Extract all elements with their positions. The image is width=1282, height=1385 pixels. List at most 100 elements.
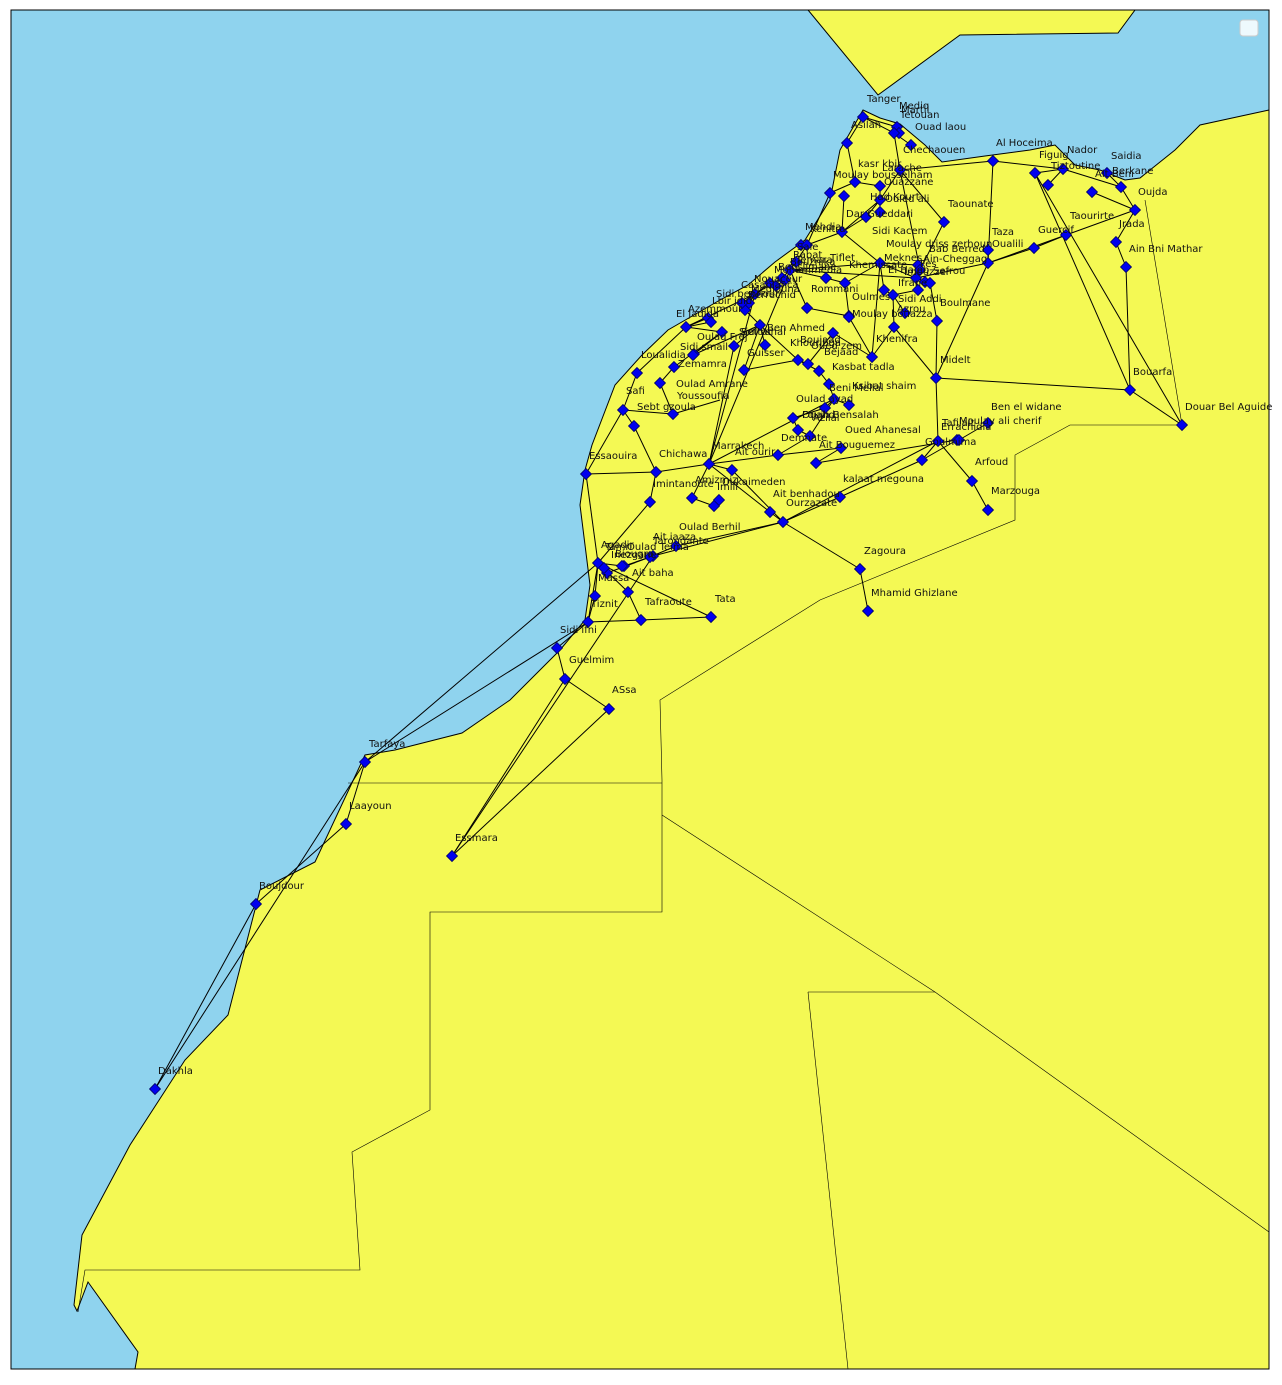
city-marker-sidibennour[interactable] bbox=[715, 325, 729, 339]
city-marker-casablanca[interactable] bbox=[748, 287, 762, 301]
city-marker-ouedahansal[interactable] bbox=[809, 456, 823, 470]
city-marker-oujda[interactable] bbox=[1128, 203, 1142, 217]
city-marker-aitiaaza[interactable] bbox=[643, 550, 657, 564]
city-marker-tarfaya[interactable] bbox=[358, 755, 372, 769]
city-marker-settat[interactable] bbox=[753, 318, 767, 332]
city-marker-marrakech[interactable] bbox=[702, 457, 716, 471]
city-marker-chichaoua[interactable] bbox=[649, 465, 663, 479]
city-marker-elhajeb[interactable] bbox=[877, 283, 891, 297]
city-marker-tamri[interactable] bbox=[597, 561, 611, 575]
city-marker-imlil[interactable] bbox=[707, 499, 721, 513]
city-marker-alhoceima[interactable] bbox=[986, 154, 1000, 168]
city-marker-kasbattadla[interactable] bbox=[822, 377, 836, 391]
city-marker-mhamidghizlane[interactable] bbox=[861, 604, 875, 618]
city-marker-dakhla[interactable] bbox=[148, 1082, 162, 1096]
city-marker-sidiaddi[interactable] bbox=[898, 306, 912, 320]
city-marker-aitbeni[interactable] bbox=[1085, 185, 1099, 199]
city-marker-jerada[interactable] bbox=[1109, 235, 1123, 249]
city-marker-khemisset[interactable] bbox=[838, 276, 852, 290]
city-marker-khenifra[interactable] bbox=[865, 350, 879, 364]
city-marker-tiflet[interactable] bbox=[819, 271, 833, 285]
city-marker-sidikacem[interactable] bbox=[835, 225, 849, 239]
city-marker-guelmim[interactable] bbox=[558, 672, 572, 686]
city-marker-fquihbensalah[interactable] bbox=[818, 401, 832, 415]
city-marker-asilah[interactable] bbox=[840, 136, 854, 150]
city-marker-demnate[interactable] bbox=[771, 448, 785, 462]
city-marker-sidiifni[interactable] bbox=[550, 641, 564, 655]
city-marker-eljadida[interactable] bbox=[679, 320, 693, 334]
city-marker-aitbenhaddou[interactable] bbox=[763, 505, 777, 519]
city-marker-chefchaouen[interactable] bbox=[893, 163, 907, 177]
city-marker-meknes[interactable] bbox=[873, 256, 887, 270]
city-marker-essmara[interactable] bbox=[445, 849, 459, 863]
city-marker-berkane[interactable] bbox=[1114, 180, 1128, 194]
city-marker-massa[interactable] bbox=[588, 589, 602, 603]
city-marker-tafraoute[interactable] bbox=[634, 613, 648, 627]
city-marker-saidia[interactable] bbox=[1100, 166, 1114, 180]
city-marker-ouadlaou[interactable] bbox=[904, 138, 918, 152]
city-marker-boujdour[interactable] bbox=[249, 897, 263, 911]
city-marker-ouldali[interactable] bbox=[873, 205, 887, 219]
city-marker-taounate[interactable] bbox=[937, 215, 951, 229]
city-marker-zagora[interactable] bbox=[853, 562, 867, 576]
city-marker-oualili[interactable] bbox=[981, 243, 995, 257]
city-marker-bouznika[interactable] bbox=[778, 273, 792, 287]
city-marker-rommani[interactable] bbox=[800, 301, 814, 315]
city-marker-safi[interactable] bbox=[616, 403, 630, 417]
city-marker-youssoufia[interactable] bbox=[666, 407, 680, 421]
city-marker-khouribga[interactable] bbox=[791, 353, 805, 367]
city-marker-moulayboua[interactable] bbox=[842, 310, 856, 324]
city-marker-moulaybousselham[interactable] bbox=[823, 186, 837, 200]
city-marker-merzouga[interactable] bbox=[981, 503, 995, 517]
city-marker-boulmane[interactable] bbox=[930, 314, 944, 328]
city-marker-benimellal[interactable] bbox=[827, 392, 841, 406]
city-marker-azemmour[interactable] bbox=[704, 315, 718, 329]
city-marker-imintanoute[interactable] bbox=[643, 495, 657, 509]
city-marker-larache[interactable] bbox=[848, 175, 862, 189]
city-marker-moulayalicherif[interactable] bbox=[952, 433, 966, 447]
city-marker-guisser[interactable] bbox=[737, 363, 751, 377]
city-marker-goulmima[interactable] bbox=[915, 453, 929, 467]
city-marker-boujaad[interactable] bbox=[826, 326, 840, 340]
city-marker-assa[interactable] bbox=[602, 702, 616, 716]
city-marker-tiznit[interactable] bbox=[581, 615, 595, 629]
city-marker-jorfmelha[interactable] bbox=[837, 189, 851, 203]
city-marker-kalaatmgouna[interactable] bbox=[833, 490, 847, 504]
city-marker-bouarfa[interactable] bbox=[1123, 383, 1137, 397]
city-marker-aitbouguemez[interactable] bbox=[834, 441, 848, 455]
city-marker-bejaad[interactable] bbox=[812, 364, 826, 378]
city-marker-guercif[interactable] bbox=[1027, 241, 1041, 255]
city-marker-oudzem[interactable] bbox=[801, 357, 815, 371]
city-marker-amizmiz[interactable] bbox=[685, 491, 699, 505]
city-marker-errachidia[interactable] bbox=[931, 434, 945, 448]
city-marker-sidirahal[interactable] bbox=[727, 339, 741, 353]
city-marker-taza[interactable] bbox=[981, 256, 995, 270]
city-marker-ksibatchaim[interactable] bbox=[842, 398, 856, 412]
city-marker-tanger[interactable] bbox=[856, 110, 870, 124]
city-marker-tiztoutine[interactable] bbox=[1041, 178, 1055, 192]
city-marker-oued[interactable] bbox=[791, 423, 805, 437]
city-marker-oualdamrane[interactable] bbox=[653, 376, 667, 390]
city-marker-zemamra[interactable] bbox=[667, 360, 681, 374]
city-marker-midelt[interactable] bbox=[929, 371, 943, 385]
city-marker-babberred[interactable] bbox=[913, 263, 927, 277]
city-marker-rabat[interactable] bbox=[783, 263, 797, 277]
city-marker-kenitra[interactable] bbox=[800, 238, 814, 252]
city-marker-ouladberhil[interactable] bbox=[669, 539, 683, 553]
city-marker-azilal[interactable] bbox=[803, 429, 817, 443]
city-marker-benslimane[interactable] bbox=[769, 279, 783, 293]
city-marker-sefrou[interactable] bbox=[923, 276, 937, 290]
city-marker-douarbelaguide[interactable] bbox=[1175, 418, 1189, 432]
city-marker-ouarzazate[interactable] bbox=[776, 515, 790, 529]
city-marker-loualidia[interactable] bbox=[630, 366, 644, 380]
city-marker-nouaceur[interactable] bbox=[735, 296, 749, 310]
city-marker-ifrane[interactable] bbox=[886, 288, 900, 302]
city-marker-bendidane[interactable] bbox=[981, 416, 995, 430]
city-marker-laayoune[interactable] bbox=[339, 817, 353, 831]
city-marker-ksarkbir[interactable] bbox=[873, 179, 887, 193]
city-marker-imouzzer[interactable] bbox=[911, 283, 925, 297]
city-marker-darbelamri[interactable] bbox=[859, 210, 873, 224]
city-marker-fes[interactable] bbox=[909, 271, 923, 285]
city-marker-tata[interactable] bbox=[704, 610, 718, 624]
